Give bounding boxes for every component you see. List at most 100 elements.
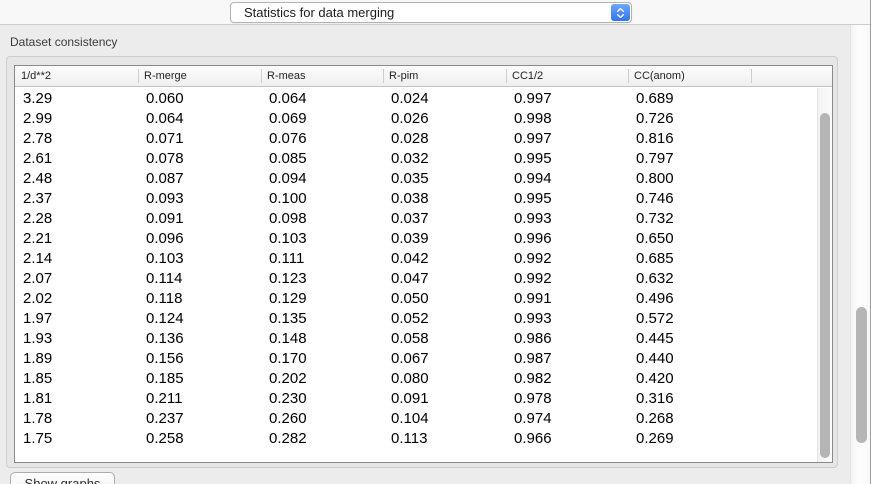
table-cell: 0.085 <box>269 149 307 167</box>
table-cell: 0.093 <box>146 189 184 207</box>
table-row[interactable]: 3.29 0.060 0.064 0.024 0.997 0.689 <box>15 88 817 108</box>
table-row[interactable]: 2.99 0.064 0.069 0.026 0.998 0.726 <box>15 108 817 128</box>
table-row[interactable]: 2.07 0.114 0.123 0.047 0.992 0.632 <box>15 268 817 288</box>
table-cell: 1.97 <box>23 309 53 327</box>
table-cell: 0.042 <box>391 249 429 267</box>
table-cell: 0.037 <box>391 209 429 227</box>
table-cell: 0.069 <box>269 109 307 127</box>
table-cell: 0.136 <box>146 329 184 347</box>
table-row[interactable]: 2.02 0.118 0.129 0.050 0.991 0.496 <box>15 288 817 308</box>
table-cell: 0.076 <box>269 129 307 147</box>
table-cell: 0.237 <box>146 409 184 427</box>
table-row[interactable]: 2.28 0.091 0.098 0.037 0.993 0.732 <box>15 208 817 228</box>
column-header-3[interactable]: R-meas <box>261 66 383 86</box>
table-cell: 0.124 <box>146 309 184 327</box>
table-cell: 0.800 <box>636 169 674 187</box>
table-cell: 0.991 <box>514 289 552 307</box>
table-cell: 0.816 <box>636 129 674 147</box>
table-cell: 0.028 <box>391 129 429 147</box>
table-cell: 0.111 <box>269 249 305 267</box>
table-row[interactable]: 1.81 0.211 0.230 0.091 0.978 0.316 <box>15 388 817 408</box>
table-scrollbar-thumb[interactable] <box>820 113 830 458</box>
table-cell: 0.992 <box>514 249 552 267</box>
table-cell: 1.78 <box>23 409 53 427</box>
table-cell: 0.096 <box>146 229 184 247</box>
table-cell: 0.103 <box>146 249 184 267</box>
column-header-4[interactable]: R-pim <box>383 66 506 86</box>
table-cell: 0.047 <box>391 269 429 287</box>
table-cell: 0.966 <box>514 429 552 447</box>
table-cell: 0.114 <box>146 269 183 287</box>
table-row[interactable]: 2.48 0.087 0.094 0.035 0.994 0.800 <box>15 168 817 188</box>
table-cell: 0.978 <box>514 389 552 407</box>
table-cell: 0.998 <box>514 109 552 127</box>
column-header-2[interactable]: R-merge <box>138 66 261 86</box>
table-cell: 1.75 <box>23 429 53 447</box>
table-row[interactable]: 1.97 0.124 0.135 0.052 0.993 0.572 <box>15 308 817 328</box>
table-cell: 0.091 <box>146 209 184 227</box>
table-cell: 0.726 <box>636 109 674 127</box>
table-cell: 0.104 <box>391 409 429 427</box>
table-header-row: 1/d**2 R-merge R-meas R-pim CC1/2 CC(anom) <box>15 66 832 87</box>
table-row[interactable]: 2.21 0.096 0.103 0.039 0.996 0.650 <box>15 228 817 248</box>
table-cell: 3.29 <box>23 89 53 107</box>
table-cell: 0.732 <box>636 209 674 227</box>
table-cell: 0.202 <box>269 369 307 387</box>
statistics-dropdown[interactable]: Statistics for data merging <box>230 2 632 23</box>
table-cell: 0.420 <box>636 369 674 387</box>
table-cell: 0.797 <box>636 149 674 167</box>
table-row[interactable]: 1.75 0.258 0.282 0.113 0.966 0.269 <box>15 428 817 448</box>
table-cell: 0.087 <box>146 169 184 187</box>
table-cell: 0.060 <box>146 89 184 107</box>
table-cell: 0.091 <box>391 389 429 407</box>
table-cell: 0.118 <box>146 289 183 307</box>
table-cell: 1.85 <box>23 369 53 387</box>
table-cell: 0.995 <box>514 189 552 207</box>
table-cell: 0.268 <box>636 409 674 427</box>
table-cell: 0.496 <box>636 289 674 307</box>
table-cell: 0.997 <box>514 89 552 107</box>
table-cell: 2.61 <box>23 149 53 167</box>
table-row[interactable]: 1.93 0.136 0.148 0.058 0.986 0.445 <box>15 328 817 348</box>
table-row[interactable]: 2.61 0.078 0.085 0.032 0.995 0.797 <box>15 148 817 168</box>
table-cell: 0.995 <box>514 149 552 167</box>
table-cell: 0.148 <box>269 329 307 347</box>
table-cell: 0.170 <box>269 349 307 367</box>
chevron-up-icon <box>617 7 624 12</box>
table-row[interactable]: 1.78 0.237 0.260 0.104 0.974 0.268 <box>15 408 817 428</box>
table-cell: 0.685 <box>636 249 674 267</box>
table-cell: 0.993 <box>514 209 552 227</box>
table-cell: 0.316 <box>636 389 674 407</box>
column-header-1[interactable]: 1/d**2 <box>21 70 51 82</box>
table-row[interactable]: 1.89 0.156 0.170 0.067 0.987 0.440 <box>15 348 817 368</box>
table-cell: 1.81 <box>23 389 53 407</box>
table-scrollbar[interactable] <box>817 88 832 462</box>
table-cell: 2.78 <box>23 129 53 147</box>
table-cell: 0.982 <box>514 369 552 387</box>
table-cell: 2.14 <box>23 249 53 267</box>
table-row[interactable]: 2.14 0.103 0.111 0.042 0.992 0.685 <box>15 248 817 268</box>
table-cell: 0.078 <box>146 149 184 167</box>
table-cell: 0.269 <box>636 429 674 447</box>
table-cell: 0.440 <box>636 349 674 367</box>
column-header-5[interactable]: CC1/2 <box>506 66 628 86</box>
table-row[interactable]: 1.85 0.185 0.202 0.080 0.982 0.420 <box>15 368 817 388</box>
up-down-chevrons-icon <box>611 4 630 21</box>
table-cell: 0.052 <box>391 309 429 327</box>
table-cell: 0.071 <box>146 129 184 147</box>
table-cell: 0.572 <box>636 309 674 327</box>
statistics-dropdown-value: Statistics for data merging <box>244 5 395 20</box>
table-row[interactable]: 2.37 0.093 0.100 0.038 0.995 0.746 <box>15 188 817 208</box>
data-table: 1/d**2 R-merge R-meas R-pim CC1/2 CC(anom) 3.… <box>14 65 833 463</box>
show-graphs-button[interactable]: Show graphs <box>10 472 115 484</box>
table-cell: 0.258 <box>146 429 184 447</box>
table-row[interactable]: 2.78 0.071 0.076 0.028 0.997 0.816 <box>15 128 817 148</box>
table-cell: 0.632 <box>636 269 674 287</box>
table-cell: 0.103 <box>269 229 307 247</box>
page-scrollbar[interactable] <box>850 25 871 484</box>
column-header-6[interactable]: CC(anom) <box>628 66 751 86</box>
table-cell: 0.211 <box>146 389 183 407</box>
table-cell: 0.974 <box>514 409 552 427</box>
table-body: 3.29 0.060 0.064 0.024 0.997 0.689 2.99 0.064 0.… <box>15 88 817 462</box>
page-scrollbar-thumb[interactable] <box>856 307 867 443</box>
